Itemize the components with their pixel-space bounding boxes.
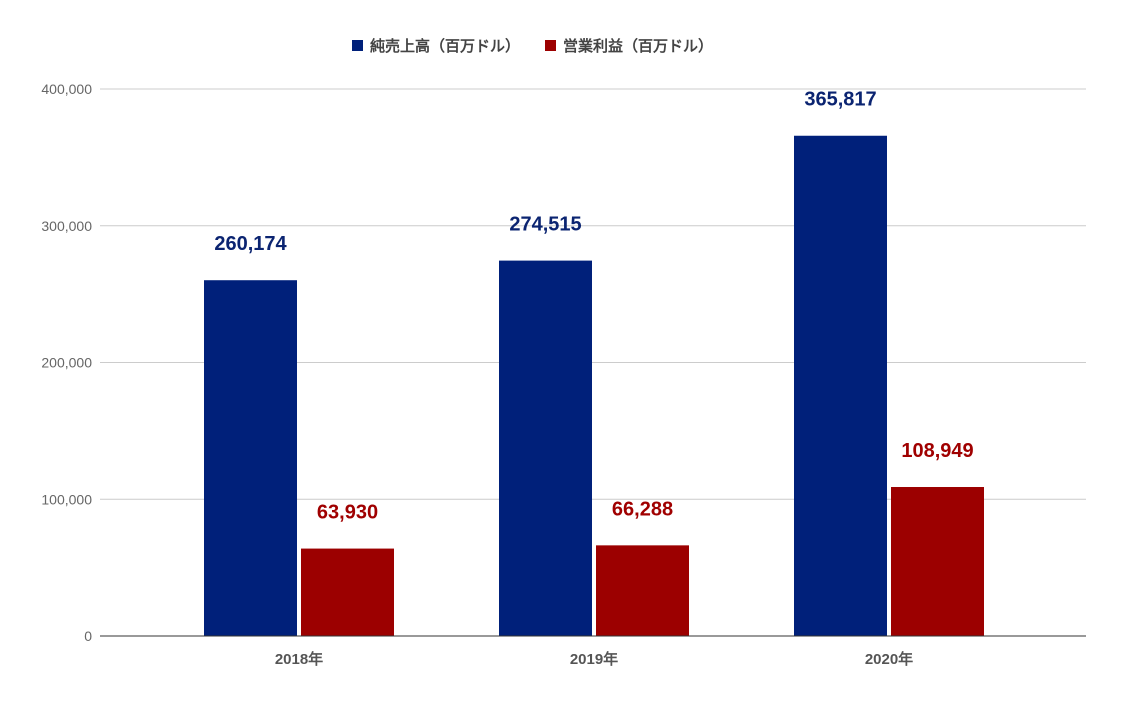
net-sales-data-label: 260,174: [214, 233, 287, 255]
net-sales-data-label: 365,817: [804, 89, 876, 111]
legend-label-operating-income: 営業利益（百万ドル）: [563, 37, 713, 55]
y-tick-label: 400,000: [41, 81, 92, 97]
x-tick-label: 2020年: [865, 650, 913, 668]
operating-income-bar: [596, 545, 689, 636]
operating-income-bar: [301, 548, 394, 636]
legend-swatch-net-sales: [352, 40, 363, 51]
y-tick-label: 0: [84, 628, 92, 644]
legend-swatch-operating-income: [545, 40, 556, 51]
data-labels: 260,174 63,930 274,515 66,288 365,817 108,949: [214, 89, 973, 524]
legend: 純売上高（百万ドル） 営業利益（百万ドル）: [352, 37, 713, 55]
legend-item-net-sales: 純売上高（百万ドル）: [352, 37, 520, 55]
y-tick-label: 200,000: [41, 355, 92, 371]
x-tick-label: 2018年: [275, 650, 323, 668]
net-sales-bar: [204, 280, 297, 636]
net-sales-bar: [499, 260, 592, 636]
net-sales-data-label: 274,515: [509, 214, 581, 236]
legend-item-operating-income: 営業利益（百万ドル）: [545, 37, 713, 55]
axes: 0 100,000 200,000 300,000 400,000 2018年 2019年 2…: [41, 81, 1086, 668]
operating-income-data-label: 63,930: [317, 502, 378, 524]
operating-income-data-label: 108,949: [901, 440, 973, 462]
y-tick-label: 300,000: [41, 218, 92, 234]
operating-income-bar: [891, 487, 984, 636]
x-tick-label: 2019年: [570, 650, 618, 668]
y-tick-label: 100,000: [41, 491, 92, 507]
bars: [204, 135, 984, 637]
legend-label-net-sales: 純売上高（百万ドル）: [370, 37, 520, 55]
net-sales-bar: [794, 135, 887, 637]
operating-income-data-label: 66,288: [612, 498, 673, 520]
